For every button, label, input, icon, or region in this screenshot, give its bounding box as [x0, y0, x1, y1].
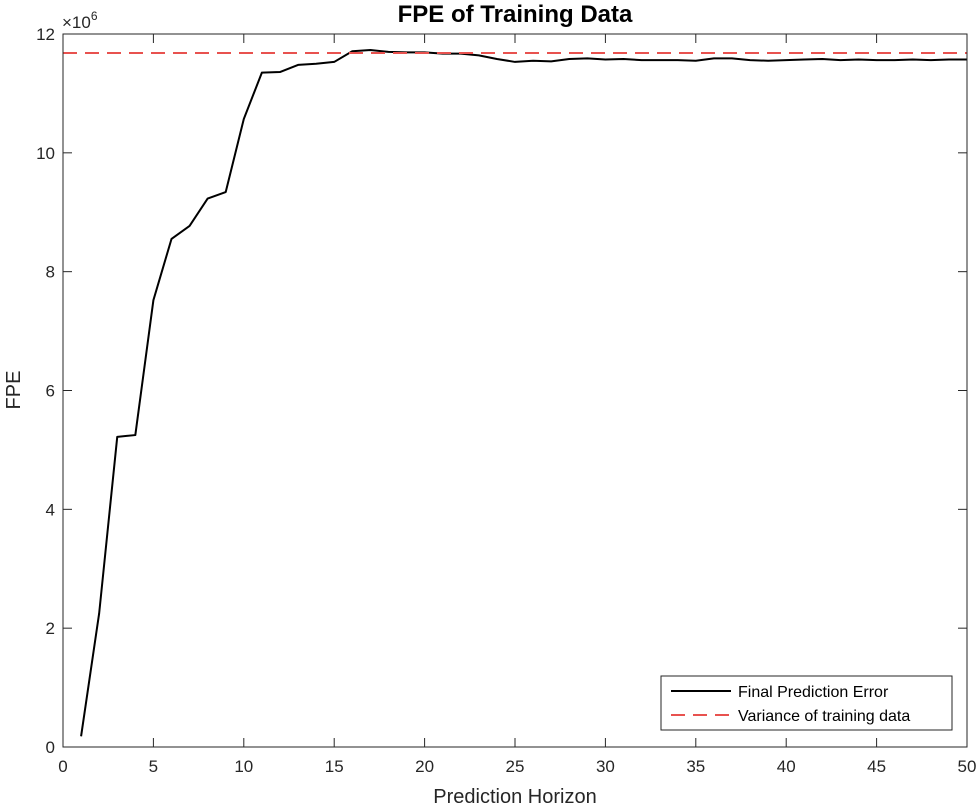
chart-title: FPE of Training Data — [398, 1, 633, 28]
y-tick-label: 4 — [46, 500, 55, 519]
legend-label-final-prediction-error: Final Prediction Error — [738, 684, 889, 701]
y-tick-label: 0 — [46, 738, 55, 757]
y-multiplier-base: ×10 — [62, 13, 91, 32]
y-tick-label: 10 — [36, 144, 55, 163]
y-axis: 0 2 4 6 8 10 12 — [36, 25, 967, 757]
x-tick-label: 0 — [58, 757, 67, 776]
y-tick-label: 12 — [36, 25, 55, 44]
x-axis-label: Prediction Horizon — [433, 786, 596, 807]
x-tick-label: 50 — [958, 757, 977, 776]
x-tick-label: 35 — [686, 757, 705, 776]
y-tick-label: 8 — [46, 263, 55, 282]
x-tick-label: 5 — [149, 757, 158, 776]
y-axis-label: FPE — [3, 371, 25, 410]
legend: Final Prediction Error Variance of train… — [660, 675, 953, 731]
legend-box — [660, 675, 953, 731]
series-line-final-prediction-error — [80, 49, 967, 737]
x-tick-label: 45 — [867, 757, 886, 776]
svg-text:×106: ×106 — [62, 9, 98, 32]
x-tick-label: 20 — [415, 757, 434, 776]
x-tick-label: 15 — [325, 757, 344, 776]
x-tick-label: 30 — [596, 757, 615, 776]
plot-area — [63, 34, 967, 747]
x-axis: 0 5 10 15 20 25 30 35 40 45 50 — [58, 34, 976, 776]
x-tick-label: 40 — [777, 757, 796, 776]
y-multiplier-exponent: 6 — [91, 9, 98, 23]
y-tick-label: 2 — [46, 619, 55, 638]
legend-label-variance: Variance of training data — [738, 708, 910, 725]
y-multiplier: ×106 — [62, 9, 98, 32]
series-layer — [63, 49, 967, 737]
x-tick-label: 25 — [506, 757, 525, 776]
x-tick-label: 10 — [234, 757, 253, 776]
y-tick-label: 6 — [46, 382, 55, 401]
